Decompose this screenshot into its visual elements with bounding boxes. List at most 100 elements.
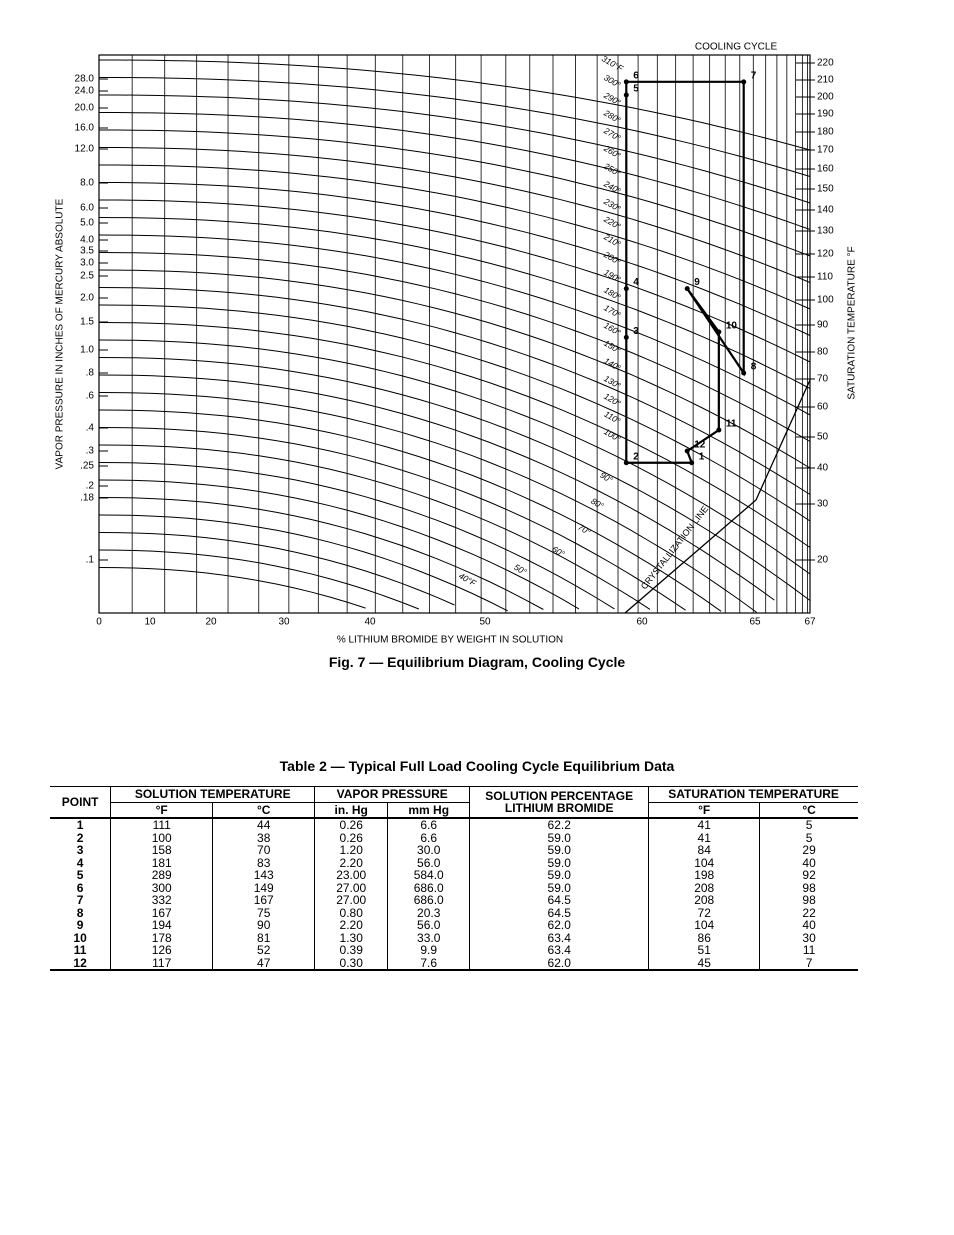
table-cell: 44 — [212, 818, 315, 832]
header: SOLUTION TEMPERATURE — [110, 786, 315, 803]
isotherm — [98, 322, 811, 548]
table-cell: 2.20 — [314, 856, 388, 869]
table-row: 6 300 149 27.00 686.0 59.0 208 98 — [50, 881, 858, 894]
isotherm — [98, 479, 580, 610]
header: mm Hg — [387, 802, 470, 819]
table-cell: 30 — [759, 931, 858, 944]
table-cell: 4 — [76, 855, 84, 870]
y-tick-label: 1.5 — [80, 317, 94, 328]
table-cell: 10 — [73, 930, 87, 945]
table-row: 2 100 38 0.26 6.6 59.0 41 5 — [50, 831, 858, 844]
y2-tick-label: 110 — [817, 272, 833, 283]
crystallization-label: CRYSTALLIZATION LINE — [639, 504, 710, 591]
y-tick-label: 1.0 — [80, 345, 94, 356]
y2-tick-label: 210 — [817, 75, 834, 86]
y-tick-label: 5.0 — [80, 218, 94, 229]
x-tick-label: 0 — [96, 617, 102, 628]
y-tick-label: 8.0 — [80, 178, 94, 189]
table-cell: 12 — [73, 955, 87, 970]
y2-tick-label: 80 — [817, 347, 829, 358]
table-cell: 1.30 — [314, 931, 388, 944]
y2-tick-label: 50 — [817, 432, 829, 443]
isotherm-label: 220° — [601, 213, 623, 231]
y-tick-label: .4 — [86, 423, 95, 434]
isotherm — [98, 217, 811, 389]
y-tick-label: 24.0 — [75, 86, 95, 97]
table-cell: 149 — [212, 881, 315, 894]
table-cell: 62.2 — [469, 818, 649, 832]
x-tick-label: 30 — [278, 617, 290, 628]
isotherm-label: 140° — [602, 356, 623, 374]
y2-tick-label: 200 — [817, 92, 834, 103]
table-cell: 22 — [759, 906, 858, 919]
x-tick-label: 65 — [749, 617, 761, 628]
isotherm — [98, 497, 544, 610]
isotherm-label: 310°F — [600, 53, 625, 73]
cycle-point — [623, 79, 629, 85]
table-cell: 9.9 — [387, 944, 470, 957]
table-cell: 29 — [759, 844, 858, 857]
header: °F — [110, 802, 213, 819]
table-cell: 59.0 — [469, 844, 649, 857]
y2-tick-label: 130 — [817, 226, 834, 237]
y-tick-label: .8 — [86, 368, 95, 379]
cycle-point — [716, 427, 722, 433]
table-cell: 63.4 — [469, 931, 649, 944]
y-tick-label: 16.0 — [75, 123, 95, 134]
table-cell: 1 — [76, 818, 84, 832]
table-cell: 98 — [759, 881, 858, 894]
isotherm — [98, 462, 615, 610]
table-cell: 11 — [73, 943, 87, 957]
table-cell: 9 — [76, 918, 84, 932]
table-cell: 59.0 — [469, 869, 649, 882]
table-cell: 167 — [110, 906, 213, 919]
table-row: 3 158 70 1.20 30.0 59.0 84 29 — [50, 844, 858, 857]
table-cell: 40 — [759, 919, 858, 932]
table-cell: 0.26 — [314, 818, 388, 832]
table-cell: 70 — [212, 844, 315, 857]
table-cell: 27.00 — [314, 894, 388, 907]
y-tick-label: 2.0 — [80, 293, 94, 304]
table-cell: 0.80 — [314, 906, 388, 919]
isotherm-label: 260° — [601, 143, 623, 161]
isotherm-label: 120° — [602, 391, 623, 409]
table-cell: 30.0 — [387, 844, 470, 857]
isotherm-label: 50° — [512, 562, 529, 577]
point-label: 12 — [694, 440, 706, 451]
isotherm — [98, 357, 811, 601]
table-cell: 1.20 — [314, 844, 388, 857]
table-row: 11 126 52 0.39 9.9 63.4 51 11 — [50, 944, 858, 957]
table-cell: 63.4 — [469, 944, 649, 957]
y-tick-label: 3.5 — [80, 246, 94, 257]
cycle-point — [623, 460, 629, 466]
table-cell: 64.5 — [469, 906, 649, 919]
y-tick-label: .18 — [80, 493, 94, 504]
table-cell: 33.0 — [387, 931, 470, 944]
y-tick-label: 12.0 — [75, 144, 95, 155]
table-cell: 41 — [648, 831, 760, 844]
table-cell: 5 — [759, 818, 858, 832]
table-cell: 126 — [110, 944, 213, 957]
table-cell: 41 — [648, 818, 760, 832]
table-cell: 0.39 — [314, 944, 388, 957]
y-axis-label: VAPOR PRESSURE IN INCHES OF MERCURY ABSO… — [55, 198, 66, 469]
table-cell: 59.0 — [469, 831, 649, 844]
isotherm — [98, 392, 757, 613]
isotherm — [98, 444, 651, 610]
cycle-point — [623, 92, 629, 98]
table-cell: 8 — [76, 905, 84, 920]
point-label: 10 — [726, 321, 738, 332]
table-cell: 584.0 — [387, 869, 470, 882]
isotherm — [98, 427, 686, 611]
table-cell: 208 — [648, 894, 760, 907]
point-label: 3 — [633, 326, 639, 337]
table-cell: 83 — [212, 856, 315, 869]
table-cell: 40 — [759, 856, 858, 869]
table-cell: 194 — [110, 919, 213, 932]
table-cell: 92 — [759, 869, 858, 882]
isotherm-label: 280° — [601, 107, 623, 125]
isotherm-label: 250° — [601, 160, 623, 178]
y2-tick-label: 30 — [817, 499, 829, 510]
y2-tick-label: 40 — [817, 463, 829, 474]
